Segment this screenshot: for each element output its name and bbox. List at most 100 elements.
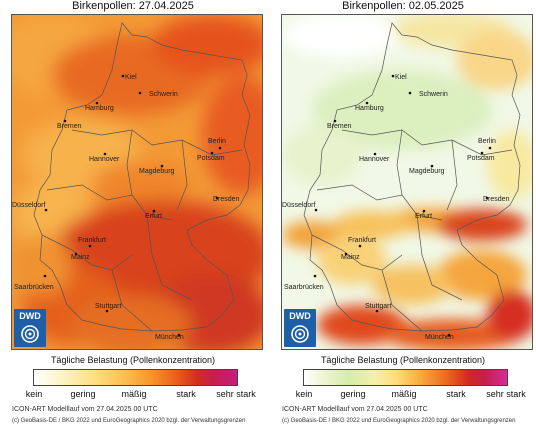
left-legend-stark: stark (176, 389, 196, 399)
city-marker-hamburg (95, 101, 99, 105)
left-map-title: Birkenpollen: 27.04.2025 (72, 0, 194, 12)
left-city-markers: Kiel Schwerin Hamburg Bremen Berlin Hann… (12, 74, 240, 341)
dwd-spiral-icon (291, 325, 309, 343)
city-marker-potsdam (210, 151, 214, 155)
city-label-mainz: Mainz (341, 254, 360, 261)
left-legend-title: Tägliche Belastung (Pollenkonzentration) (50, 355, 216, 365)
city-marker-magdeburg (160, 164, 164, 168)
right-pollen-map: Kiel Schwerin Hamburg Bremen Berlin Hann… (282, 15, 532, 349)
city-marker-mainz (344, 252, 348, 256)
dwd-spiral-icon (21, 325, 39, 343)
city-marker-berlin (488, 146, 492, 150)
city-label-kiel: Kiel (395, 74, 407, 81)
right-city-markers: Kiel Schwerin Hamburg Bremen Berlin Hann… (282, 74, 510, 341)
right-legend-title: Tägliche Belastung (Pollenkonzentration) (320, 355, 486, 365)
city-label-d-sseldorf: Düsseldorf (282, 202, 316, 209)
city-marker-kiel (391, 74, 395, 78)
right-legend-stark: stark (446, 389, 466, 399)
city-marker-bremen (333, 119, 337, 123)
right-legend-kein: kein (295, 389, 313, 399)
city-marker-saarbr-cken (313, 274, 317, 278)
city-marker-magdeburg (430, 164, 434, 168)
city-label-hamburg: Hamburg (85, 105, 114, 112)
city-label-bremen: Bremen (57, 123, 82, 130)
left-legend-sehr-stark: sehr stark (216, 389, 256, 399)
city-label-schwerin: Schwerin (419, 91, 448, 98)
city-marker-hamburg (365, 101, 369, 105)
right-legend-maessig: mäßig (391, 389, 417, 399)
left-map-frame: Kiel Schwerin Hamburg Bremen Berlin Hann… (11, 14, 263, 350)
right-legend-sehr-stark: sehr stark (486, 389, 526, 399)
city-marker-dresden (215, 196, 219, 200)
city-label-m-nchen: München (155, 334, 184, 341)
city-label-d-sseldorf: Düsseldorf (12, 202, 46, 209)
city-marker-saarbr-cken (43, 274, 47, 278)
right-concentration-field (282, 15, 532, 349)
city-marker-d-sseldorf (314, 208, 318, 212)
city-marker-dresden (485, 196, 489, 200)
right-borders (303, 22, 521, 332)
city-label-potsdam: Potsdam (197, 155, 225, 162)
left-legend-maessig: mäßig (121, 389, 147, 399)
city-marker-stuttgart (375, 309, 379, 313)
city-label-kiel: Kiel (125, 74, 137, 81)
city-marker-potsdam (480, 151, 484, 155)
left-footer-copyright: (c) GeoBasis-DE / BKG 2022 und EuroGeogr… (12, 418, 246, 424)
city-label-potsdam: Potsdam (467, 155, 495, 162)
city-marker-hannover (373, 152, 377, 156)
city-label-dresden: Dresden (213, 196, 240, 203)
city-marker-frankfurt (358, 244, 362, 248)
dwd-logo: DWD (284, 309, 316, 347)
city-label-hamburg: Hamburg (355, 105, 384, 112)
city-marker-frankfurt (88, 244, 92, 248)
left-pollen-map: Kiel Schwerin Hamburg Bremen Berlin Hann… (12, 15, 262, 349)
right-map-title: Birkenpollen: 02.05.2025 (342, 0, 464, 12)
right-footer-model: ICON-ART Modelllauf vom 27.04.2025 00 UT… (282, 406, 428, 413)
city-label-magdeburg: Magdeburg (139, 168, 175, 175)
city-label-hannover: Hannover (89, 156, 120, 163)
city-label-mainz: Mainz (71, 254, 90, 261)
left-borders (33, 22, 251, 332)
city-marker-erfurt (152, 209, 156, 213)
city-label-saarbr-cken: Saarbrücken (14, 284, 54, 291)
city-label-bremen: Bremen (327, 123, 352, 130)
right-map-frame: Kiel Schwerin Hamburg Bremen Berlin Hann… (281, 14, 533, 350)
city-label-hannover: Hannover (359, 156, 390, 163)
city-label-berlin: Berlin (208, 138, 226, 145)
city-marker-hannover (103, 152, 107, 156)
right-legend-gering: gering (340, 389, 366, 399)
left-footer-model: ICON-ART Modelllauf vom 27.04.2025 00 UT… (12, 406, 158, 413)
city-label-stuttgart: Stuttgart (365, 303, 392, 310)
city-label-berlin: Berlin (478, 138, 496, 145)
city-label-dresden: Dresden (483, 196, 510, 203)
right-map-panel: Birkenpollen: 02.05.2025 (270, 0, 536, 430)
city-label-frankfurt: Frankfurt (78, 237, 106, 244)
city-label-erfurt: Erfurt (415, 213, 432, 220)
city-label-m-nchen: München (425, 334, 454, 341)
right-footer-copyright: (c) GeoBasis-DE / BKG 2022 und EuroGeogr… (282, 418, 516, 424)
left-legend-kein: kein (25, 389, 43, 399)
left-legend-colorbar (33, 369, 238, 386)
city-marker-kiel (121, 74, 125, 78)
city-marker-bremen (63, 119, 67, 123)
city-label-stuttgart: Stuttgart (95, 303, 122, 310)
city-label-saarbr-cken: Saarbrücken (284, 284, 324, 291)
city-marker-m-nchen (447, 333, 451, 337)
city-label-erfurt: Erfurt (145, 213, 162, 220)
city-label-magdeburg: Magdeburg (409, 168, 445, 175)
dwd-logo: DWD (14, 309, 46, 347)
left-map-panel: Birkenpollen: 27.04.2025 (0, 0, 266, 430)
city-label-schwerin: Schwerin (149, 91, 178, 98)
city-marker-schwerin (408, 91, 412, 95)
city-marker-erfurt (422, 209, 426, 213)
city-marker-berlin (218, 146, 222, 150)
city-marker-d-sseldorf (44, 208, 48, 212)
left-legend-gering: gering (70, 389, 96, 399)
city-label-frankfurt: Frankfurt (348, 237, 376, 244)
city-marker-m-nchen (177, 333, 181, 337)
left-concentration-field (12, 15, 262, 349)
city-marker-mainz (74, 252, 78, 256)
city-marker-schwerin (138, 91, 142, 95)
right-legend-colorbar (303, 369, 508, 386)
city-marker-stuttgart (105, 309, 109, 313)
